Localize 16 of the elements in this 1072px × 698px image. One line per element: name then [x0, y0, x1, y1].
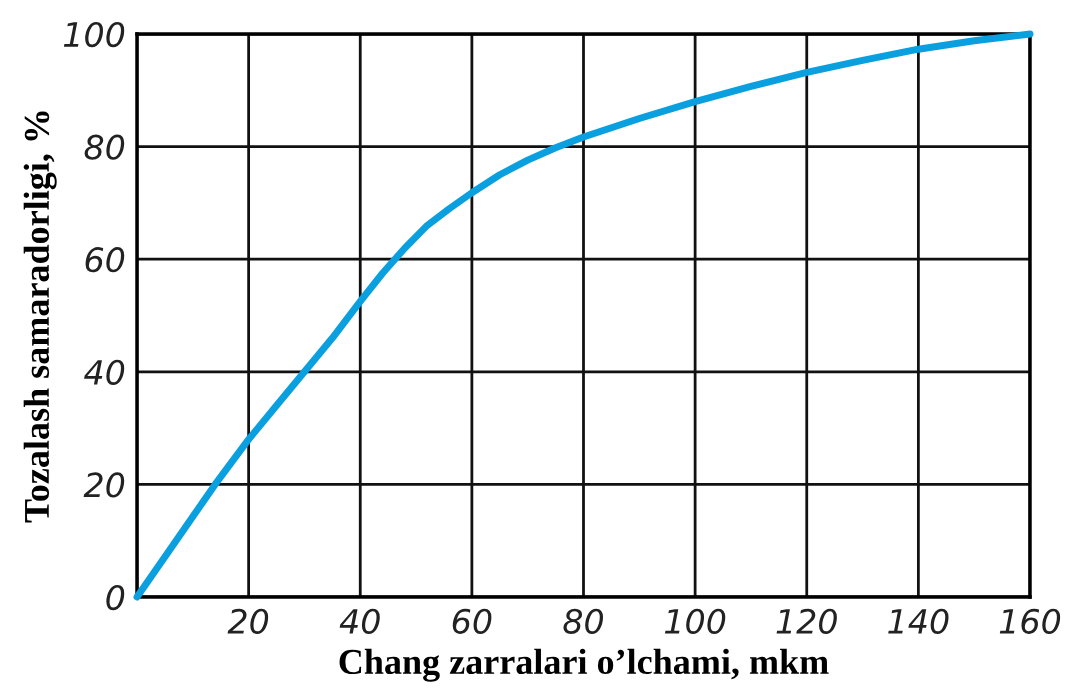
x-tick-label: 40: [339, 608, 380, 634]
x-tick-label: 140: [888, 608, 949, 634]
x-tick-label: 120: [776, 608, 837, 634]
x-tick-label: 160: [999, 608, 1061, 634]
x-tick-label: 20: [227, 608, 269, 634]
y-tick-label: 100: [63, 21, 125, 48]
x-tick-label: 60: [452, 608, 492, 634]
x-axis-title: Chang zarralari o’lchami, mkm: [339, 648, 829, 682]
y-tick-label: 80: [84, 134, 125, 160]
y-tick-label: 20: [83, 472, 125, 498]
x-tick-label: 80: [563, 608, 604, 634]
x-tick-label: 100: [664, 608, 726, 634]
y-tick-label: 60: [85, 247, 125, 273]
y-axis-title: Tozalash samaradorligi, %: [23, 111, 57, 523]
y-tick-label: 0: [106, 584, 125, 611]
y-tick-label: 40: [84, 359, 125, 385]
